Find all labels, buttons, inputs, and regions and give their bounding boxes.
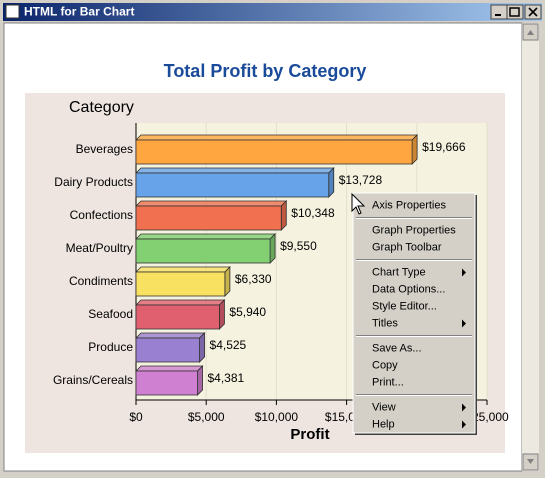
menu-item-label[interactable]: Help bbox=[372, 418, 395, 430]
bar-top bbox=[135, 233, 277, 240]
bar-top bbox=[135, 299, 226, 306]
submenu-arrow bbox=[462, 420, 466, 429]
category-label: Meat/Poultry bbox=[66, 241, 133, 255]
value-label: $4,525 bbox=[210, 338, 247, 352]
category-label: Confections bbox=[70, 208, 133, 222]
value-label: $5,940 bbox=[229, 305, 266, 319]
menu-item-label[interactable]: Titles bbox=[372, 317, 398, 329]
menu-item-label[interactable]: Copy bbox=[372, 359, 398, 371]
bar bbox=[135, 304, 220, 330]
maximize-icon bbox=[509, 7, 520, 17]
x-tick-label: $10,000 bbox=[255, 410, 299, 424]
bar-side bbox=[224, 266, 231, 297]
context-menu: Axis Properties Graph Properties Graph Too… bbox=[352, 192, 477, 435]
bar-side bbox=[269, 233, 276, 264]
submenu-arrow bbox=[462, 403, 466, 412]
menu-item-label[interactable]: Data Options... bbox=[372, 283, 445, 295]
bar-side bbox=[411, 134, 418, 165]
minimize-icon bbox=[495, 14, 501, 16]
scroll-up-arrow bbox=[527, 30, 534, 35]
value-label: $4,381 bbox=[208, 371, 245, 385]
value-label: $13,728 bbox=[339, 173, 383, 187]
menu-item-label[interactable]: Style Editor... bbox=[372, 300, 437, 312]
title-bar bbox=[3, 3, 542, 21]
bar-top bbox=[135, 266, 231, 273]
menu-item-label[interactable]: View bbox=[372, 401, 396, 413]
submenu-arrow bbox=[462, 319, 466, 328]
menu-item-label[interactable]: Save As... bbox=[372, 342, 422, 354]
x-tick-label: $0 bbox=[129, 410, 143, 424]
y-axis-title: Category bbox=[69, 99, 134, 116]
scroll-down-arrow bbox=[527, 459, 534, 464]
chart: $0$5,000$10,000$15,000$20,000$25,000Beve… bbox=[53, 123, 509, 424]
value-label: $10,348 bbox=[291, 206, 335, 220]
value-label: $19,666 bbox=[422, 140, 466, 154]
chart-title: Total Profit by Category bbox=[164, 61, 367, 81]
bar-side bbox=[197, 365, 203, 396]
bar-side bbox=[328, 167, 335, 198]
bar-side bbox=[199, 332, 205, 363]
bar bbox=[135, 205, 282, 231]
category-label: Produce bbox=[88, 340, 133, 354]
x-tick-label: $5,000 bbox=[188, 410, 225, 424]
bar bbox=[135, 172, 330, 198]
category-label: Seafood bbox=[88, 307, 133, 321]
bar-top bbox=[135, 365, 204, 372]
category-label: Dairy Products bbox=[54, 175, 133, 189]
app-icon bbox=[5, 4, 20, 19]
bar-top bbox=[135, 167, 335, 174]
minimize-button[interactable] bbox=[490, 4, 508, 20]
bar bbox=[135, 370, 198, 396]
mouse-cursor bbox=[351, 192, 366, 215]
window-buttons[interactable] bbox=[490, 4, 542, 20]
bar bbox=[135, 337, 200, 363]
bar bbox=[135, 139, 413, 165]
x-axis-title: Profit bbox=[290, 426, 329, 443]
window-title: HTML for Bar Chart bbox=[24, 5, 134, 19]
menu-item-label[interactable]: Chart Type bbox=[372, 266, 426, 278]
menu-panel bbox=[352, 192, 476, 434]
category-label: Beverages bbox=[76, 142, 133, 156]
bar-top bbox=[135, 332, 206, 339]
bar-top bbox=[135, 200, 288, 207]
submenu-arrow bbox=[462, 268, 466, 277]
bar-top bbox=[135, 134, 419, 141]
menu-item-label[interactable]: Graph Properties bbox=[372, 224, 456, 236]
value-label: $9,550 bbox=[280, 239, 317, 253]
category-label: Grains/Cereals bbox=[53, 373, 133, 387]
bar-side bbox=[280, 200, 287, 231]
scrollbar[interactable] bbox=[522, 23, 539, 471]
close-icon bbox=[528, 7, 538, 17]
bar bbox=[135, 238, 271, 264]
value-label: $6,330 bbox=[235, 272, 272, 286]
menu-item-label[interactable]: Axis Properties bbox=[372, 199, 446, 211]
bar bbox=[135, 271, 226, 297]
menu-item-label[interactable]: Graph Toolbar bbox=[372, 241, 442, 253]
menu-item-label[interactable]: Print... bbox=[372, 376, 404, 388]
category-label: Condiments bbox=[69, 274, 133, 288]
bar-side bbox=[218, 299, 225, 330]
